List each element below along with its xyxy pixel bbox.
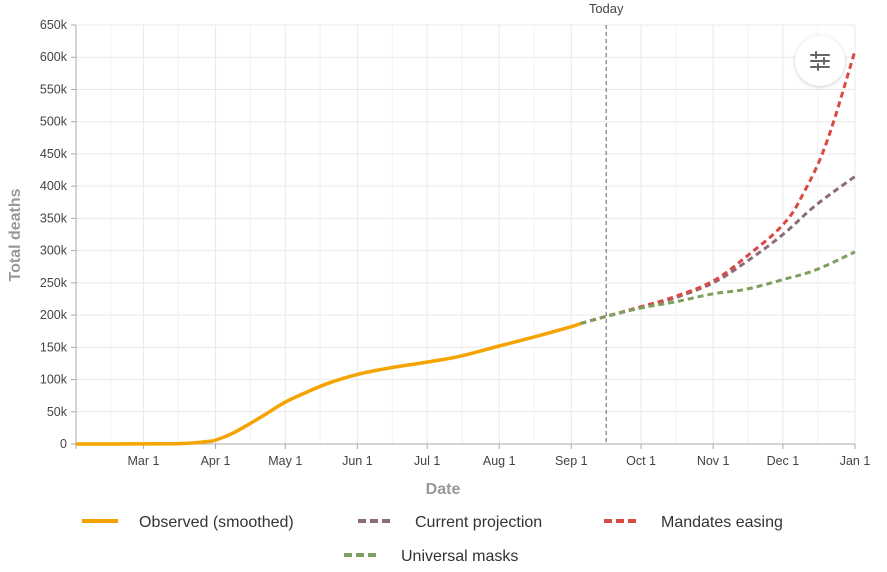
today-label: Today	[589, 1, 624, 16]
y-tick-label: 250k	[40, 276, 68, 290]
y-tick-label: 450k	[40, 147, 68, 161]
y-tick-label: 300k	[40, 244, 68, 258]
today-marker: Today	[589, 1, 624, 444]
series-line-observed-smoothed	[75, 321, 582, 446]
series-line-universal-masks	[580, 250, 856, 325]
y-tick-label: 100k	[40, 373, 68, 387]
x-tick-label: Jun 1	[342, 454, 373, 468]
x-tick-label: Sep 1	[555, 454, 588, 468]
legend: Observed (smoothed) Current projection Man…	[82, 514, 783, 565]
legend-label-mandates-easing: Mandates easing	[661, 514, 783, 531]
y-tick-label: 200k	[40, 308, 68, 322]
x-tick-label: Jul 1	[414, 454, 440, 468]
y-tick-label: 50k	[47, 405, 68, 419]
x-tick-label: Nov 1	[697, 454, 730, 468]
y-tick-label: 0	[60, 437, 67, 451]
y-tick-label: 550k	[40, 82, 68, 96]
axes: 0 50k 100k 150k 200k 250k 300k 350k 400k 450k 500k…	[40, 18, 870, 468]
x-tick-label: Jan 1	[840, 454, 871, 468]
x-tick-label: Dec 1	[767, 454, 800, 468]
y-tick-label: 350k	[40, 211, 68, 225]
y-axis-title: Total deaths	[7, 188, 24, 281]
series-line-current-projection	[580, 175, 856, 325]
legend-label-observed-smoothed: Observed (smoothed)	[139, 514, 294, 531]
x-tick-label: Oct 1	[626, 454, 656, 468]
x-tick-label: Apr 1	[201, 454, 231, 468]
x-tick-label: May 1	[268, 454, 302, 468]
x-tick-label: Aug 1	[483, 454, 516, 468]
x-tick-label: Mar 1	[127, 454, 159, 468]
y-tick-label: 650k	[40, 18, 68, 32]
chart-settings-button[interactable]	[795, 36, 845, 86]
legend-label-current-projection: Current projection	[415, 514, 542, 531]
grid	[76, 24, 856, 444]
y-tick-label: 400k	[40, 179, 68, 193]
series-lines	[75, 50, 857, 446]
x-axis-title: Date	[426, 481, 461, 498]
y-tick-label: 500k	[40, 115, 68, 129]
y-tick-label: 600k	[40, 50, 68, 64]
sliders-icon	[810, 51, 830, 71]
legend-label-universal-masks: Universal masks	[401, 548, 518, 565]
y-tick-label: 150k	[40, 340, 68, 354]
